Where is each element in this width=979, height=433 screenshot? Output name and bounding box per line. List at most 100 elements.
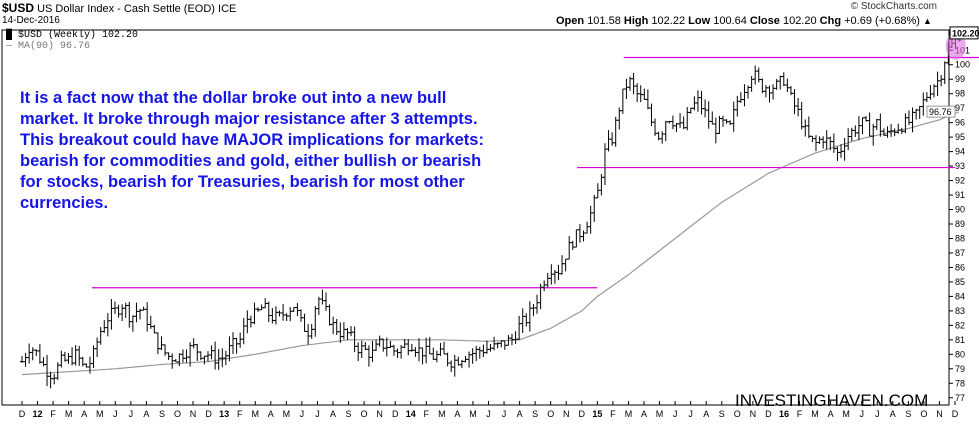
x-tick-label: M <box>625 409 633 419</box>
y-tick-label: 77 <box>955 393 965 403</box>
x-tick-label: J <box>129 409 134 419</box>
x-tick-label: D <box>765 409 772 419</box>
x-tick-label: A <box>517 409 523 419</box>
chart-date: 14-Dec-2016 <box>2 15 60 26</box>
x-tick-label: F <box>424 409 430 419</box>
y-tick-label: 90 <box>955 205 965 215</box>
x-tick-label: S <box>159 409 165 419</box>
y-tick-label: 88 <box>955 233 965 243</box>
ohlc-readout: Open 101.58 High 102.22 Low 100.64 Close… <box>556 15 932 27</box>
x-tick-label: 16 <box>779 409 789 419</box>
x-tick-label: M <box>811 409 819 419</box>
x-tick-label: A <box>828 409 834 419</box>
x-tick-label: N <box>936 409 943 419</box>
x-tick-label: A <box>890 409 896 419</box>
x-tick-label: O <box>920 409 927 419</box>
ma-value-label: 96.76 <box>929 107 952 117</box>
chart-title: $USD US Dollar Index - Cash Settle (EOD)… <box>2 1 236 15</box>
x-tick-label: A <box>143 409 149 419</box>
x-tick-label: F <box>50 409 56 419</box>
last-price-label: 102.20 <box>952 28 979 38</box>
x-tick-label: N <box>750 409 757 419</box>
close-label: Close <box>749 15 780 27</box>
x-tick-label: J <box>502 409 507 419</box>
x-tick-label: J <box>688 409 693 419</box>
y-tick-label: 84 <box>955 291 965 301</box>
x-tick-label: O <box>734 409 741 419</box>
x-tick-label: 14 <box>406 409 416 419</box>
legend-price-label: $USD (Weekly) 102.20 <box>18 30 139 41</box>
y-tick-label: 99 <box>955 74 965 84</box>
x-tick-label: 12 <box>33 409 43 419</box>
chg-label: Chg <box>819 15 842 27</box>
y-tick-label: 98 <box>955 89 965 99</box>
x-tick-label: D <box>205 409 212 419</box>
high-value: 102.22 <box>651 15 686 27</box>
x-tick-label: J <box>859 409 864 419</box>
line-icon: — <box>6 41 13 52</box>
exchange: ICE <box>218 3 237 15</box>
last-price-box <box>949 26 979 40</box>
symbol-description: US Dollar Index - Cash Settle (EOD) <box>37 3 215 15</box>
x-tick-label: A <box>454 409 460 419</box>
x-tick-label: S <box>532 409 538 419</box>
x-tick-label: A <box>703 409 709 419</box>
plot-frame <box>1 29 950 406</box>
x-tick-label: M <box>842 409 850 419</box>
x-tick-label: F <box>237 409 243 419</box>
y-tick-label: 92 <box>955 176 965 186</box>
y-tick-label: 91 <box>955 190 965 200</box>
x-tick-label: J <box>315 409 320 419</box>
x-tick-label: A <box>81 409 87 419</box>
y-tick-label: 97 <box>955 103 965 113</box>
x-tick-label: M <box>65 409 73 419</box>
y-tick-label: 82 <box>955 320 965 330</box>
ma-90-line <box>21 111 960 376</box>
x-tick-label: 13 <box>219 409 229 419</box>
y-tick-label: 81 <box>955 335 965 345</box>
open-label: Open <box>556 15 585 27</box>
annotation-text: It is a fact now that the dollar broke o… <box>20 89 484 212</box>
triangle-up-icon: ▲ <box>923 16 932 26</box>
y-tick-label: 87 <box>955 248 965 258</box>
close-value: 102.20 <box>782 15 817 27</box>
x-tick-label: O <box>174 409 181 419</box>
x-tick-label: S <box>905 409 911 419</box>
x-tick-label: O <box>361 409 368 419</box>
bar-icon: █ <box>6 30 13 41</box>
high-label: High <box>623 15 649 27</box>
x-tick-label: N <box>376 409 383 419</box>
x-tick-label: 15 <box>592 409 602 419</box>
x-tick-label: J <box>673 409 678 419</box>
x-tick-label: M <box>656 409 664 419</box>
y-tick-label: 96 <box>955 118 965 128</box>
x-tick-label: M <box>469 409 477 419</box>
low-label: Low <box>688 15 711 27</box>
x-tick-label: S <box>346 409 352 419</box>
x-tick-label: J <box>113 409 118 419</box>
legend-ma-label: MA(90) 96.76 <box>18 41 91 52</box>
x-tick-label: S <box>719 409 725 419</box>
ma-value-box <box>926 105 956 118</box>
y-tick-label: 83 <box>955 306 965 316</box>
legend-ma: — MA(90) 96.76 <box>6 41 90 52</box>
y-tick-label: 95 <box>955 132 965 142</box>
stockcharts-logo: © StockCharts.com <box>850 1 937 12</box>
x-tick-label: D <box>579 409 586 419</box>
x-tick-label: J <box>300 409 305 419</box>
low-value: 100.64 <box>713 15 747 27</box>
x-tick-label: F <box>797 409 803 419</box>
open-value: 101.58 <box>587 15 621 27</box>
x-tick-label: A <box>641 409 647 419</box>
x-tick-label: O <box>547 409 554 419</box>
y-tick-label: 80 <box>955 349 965 359</box>
chg-value: +0.69 (+0.68%) <box>844 15 920 27</box>
x-tick-label: M <box>252 409 260 419</box>
x-tick-label: J <box>875 409 880 419</box>
symbol: $USD <box>2 1 35 15</box>
x-tick-label: M <box>96 409 104 419</box>
y-tick-label: 94 <box>955 147 965 157</box>
x-tick-label: M <box>283 409 291 419</box>
